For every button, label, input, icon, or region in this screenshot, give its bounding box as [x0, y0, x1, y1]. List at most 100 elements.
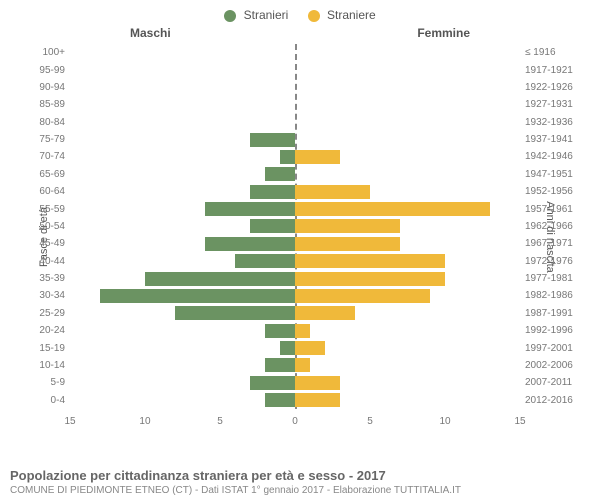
- birth-year-label: 1932-1936: [525, 117, 580, 128]
- age-label: 60-64: [20, 186, 65, 197]
- legend-female-swatch: [308, 10, 320, 22]
- male-bar: [280, 150, 295, 164]
- bar-row: 85-891927-1931: [70, 96, 520, 113]
- bar-row: 70-741942-1946: [70, 148, 520, 165]
- female-bar: [295, 237, 400, 251]
- female-half: [295, 133, 520, 147]
- male-half: [70, 237, 295, 251]
- x-axis: 15105051015: [70, 409, 520, 429]
- birth-year-label: ≤ 1916: [525, 47, 580, 58]
- female-bar: [295, 150, 340, 164]
- female-bar: [295, 202, 490, 216]
- male-half: [70, 289, 295, 303]
- male-bar: [265, 393, 295, 407]
- legend: Stranieri Straniere: [0, 8, 600, 22]
- female-half: [295, 376, 520, 390]
- male-half: [70, 63, 295, 77]
- age-label: 70-74: [20, 151, 65, 162]
- male-half: [70, 219, 295, 233]
- bar-area: [70, 79, 520, 96]
- bar-row: 25-291987-1991: [70, 305, 520, 322]
- birth-year-label: 1967-1971: [525, 238, 580, 249]
- birth-year-label: 2002-2006: [525, 360, 580, 371]
- male-half: [70, 98, 295, 112]
- male-bar: [250, 133, 295, 147]
- age-label: 40-44: [20, 256, 65, 267]
- chart-title: Popolazione per cittadinanza straniera p…: [10, 468, 590, 483]
- male-half: [70, 272, 295, 286]
- male-half: [70, 358, 295, 372]
- bar-row: 100+≤ 1916: [70, 44, 520, 61]
- female-bar: [295, 324, 310, 338]
- bar-row: 5-92007-2011: [70, 374, 520, 391]
- x-tick: 10: [139, 416, 150, 427]
- birth-year-label: 1942-1946: [525, 151, 580, 162]
- female-half: [295, 254, 520, 268]
- age-label: 95-99: [20, 65, 65, 76]
- male-bar: [250, 376, 295, 390]
- bar-area: [70, 218, 520, 235]
- female-bar: [295, 358, 310, 372]
- male-half: [70, 167, 295, 181]
- x-tick: 5: [367, 416, 373, 427]
- column-headers: Maschi Femmine: [0, 26, 600, 44]
- male-half: [70, 80, 295, 94]
- birth-year-label: 1992-1996: [525, 325, 580, 336]
- bar-row: 90-941922-1926: [70, 79, 520, 96]
- bar-area: [70, 305, 520, 322]
- legend-female: Straniere: [308, 8, 376, 22]
- birth-year-label: 1947-1951: [525, 169, 580, 180]
- birth-year-label: 1997-2001: [525, 343, 580, 354]
- bar-area: [70, 44, 520, 61]
- birth-year-label: 1962-1966: [525, 221, 580, 232]
- female-half: [295, 341, 520, 355]
- male-half: [70, 202, 295, 216]
- bar-row: 15-191997-2001: [70, 339, 520, 356]
- bar-area: [70, 253, 520, 270]
- female-half: [295, 80, 520, 94]
- male-half: [70, 46, 295, 60]
- birth-year-label: 1972-1976: [525, 256, 580, 267]
- bar-area: [70, 131, 520, 148]
- female-bar: [295, 185, 370, 199]
- legend-female-label: Straniere: [327, 8, 376, 22]
- bar-area: [70, 322, 520, 339]
- header-female: Femmine: [417, 26, 470, 40]
- x-tick: 10: [439, 416, 450, 427]
- age-label: 80-84: [20, 117, 65, 128]
- male-bar: [205, 237, 295, 251]
- bar-area: [70, 183, 520, 200]
- x-tick: 15: [64, 416, 75, 427]
- female-half: [295, 202, 520, 216]
- plot-area: Fasce di età Anni di nascita 100+≤ 19169…: [20, 44, 580, 429]
- birth-year-label: 1987-1991: [525, 308, 580, 319]
- female-half: [295, 115, 520, 129]
- male-bar: [265, 358, 295, 372]
- legend-male-label: Stranieri: [244, 8, 289, 22]
- male-bar: [235, 254, 295, 268]
- bar-area: [70, 374, 520, 391]
- bar-row: 10-142002-2006: [70, 357, 520, 374]
- male-bar: [205, 202, 295, 216]
- female-half: [295, 98, 520, 112]
- bar-area: [70, 392, 520, 409]
- female-half: [295, 46, 520, 60]
- bar-row: 55-591957-1961: [70, 200, 520, 217]
- birth-year-label: 1917-1921: [525, 65, 580, 76]
- bar-area: [70, 270, 520, 287]
- male-half: [70, 115, 295, 129]
- male-half: [70, 254, 295, 268]
- male-half: [70, 150, 295, 164]
- age-label: 25-29: [20, 308, 65, 319]
- bar-row: 0-42012-2016: [70, 392, 520, 409]
- male-bar: [265, 167, 295, 181]
- female-half: [295, 63, 520, 77]
- birth-year-label: 1977-1981: [525, 273, 580, 284]
- age-label: 35-39: [20, 273, 65, 284]
- bar-area: [70, 166, 520, 183]
- birth-year-label: 1952-1956: [525, 186, 580, 197]
- bar-row: 45-491967-1971: [70, 235, 520, 252]
- age-label: 85-89: [20, 99, 65, 110]
- age-label: 75-79: [20, 134, 65, 145]
- male-bar: [100, 289, 295, 303]
